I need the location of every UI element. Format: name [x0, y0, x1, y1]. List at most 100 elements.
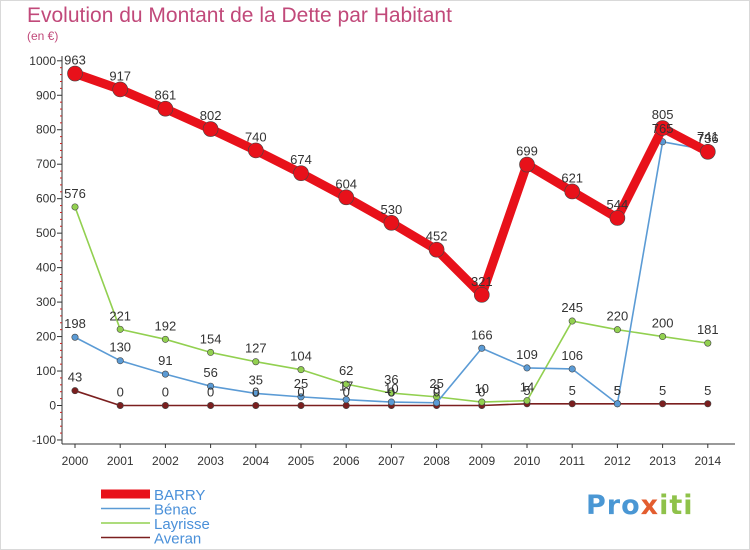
data-point — [252, 358, 260, 366]
data-label: 14 — [520, 380, 534, 395]
data-label: 805 — [652, 107, 674, 122]
data-point — [116, 401, 124, 409]
data-label: 452 — [426, 229, 448, 244]
legend-label: Averan — [154, 531, 201, 548]
y-tick-label: 400 — [36, 261, 56, 275]
x-tick-label: 2006 — [333, 454, 360, 468]
data-label: 604 — [335, 176, 357, 191]
data-point — [659, 333, 667, 341]
data-point — [67, 65, 83, 82]
data-label: 861 — [155, 88, 177, 103]
data-point — [202, 121, 219, 137]
data-label: 5 — [659, 383, 666, 398]
data-point — [207, 348, 215, 356]
unit-label: (en €) — [27, 29, 59, 43]
data-point — [157, 100, 174, 117]
series-layrisse — [71, 203, 712, 406]
data-point — [568, 317, 576, 325]
data-point — [473, 287, 490, 303]
data-point — [297, 366, 305, 374]
data-point — [478, 344, 486, 352]
data-point — [252, 389, 260, 397]
data-label: 221 — [109, 308, 131, 323]
legend-label: Layrisse — [154, 516, 210, 533]
data-point — [293, 165, 309, 181]
x-tick-label: 2011 — [559, 454, 585, 468]
data-label: 674 — [290, 152, 312, 167]
data-label: 321 — [471, 274, 493, 289]
data-label: 0 — [343, 385, 350, 400]
data-label: 0 — [162, 385, 169, 400]
data-point — [523, 364, 531, 372]
x-tick-label: 2007 — [378, 454, 405, 468]
y-tick-label: 300 — [36, 295, 56, 309]
x-tick-label: 2003 — [197, 454, 224, 468]
data-point — [71, 333, 79, 341]
data-label: 0 — [207, 385, 214, 400]
data-label: 621 — [561, 170, 583, 185]
legend-label: BARRY — [154, 487, 205, 504]
x-tick-label: 2010 — [514, 454, 541, 468]
data-label: 35 — [249, 372, 263, 387]
legend-label: Bénac — [154, 502, 197, 519]
data-point — [383, 215, 400, 231]
data-point — [699, 144, 716, 160]
y-tick-label: 900 — [36, 88, 56, 102]
data-point — [568, 365, 576, 373]
y-tick-label: 0 — [49, 399, 56, 413]
data-label: 181 — [697, 322, 719, 337]
data-point — [71, 387, 79, 395]
x-tick-label: 2001 — [107, 454, 134, 468]
data-point — [248, 142, 264, 159]
x-tick-label: 2014 — [694, 454, 721, 468]
data-label: 56 — [203, 365, 217, 380]
data-point — [342, 396, 350, 404]
data-label: 0 — [478, 385, 485, 400]
data-label: 91 — [158, 353, 172, 368]
data-point — [428, 241, 445, 258]
x-tick-label: 2000 — [62, 454, 89, 468]
data-label: 154 — [200, 331, 222, 346]
data-point — [609, 210, 626, 226]
data-label: 5 — [614, 383, 621, 398]
data-point — [478, 398, 486, 406]
data-label: 0 — [388, 385, 395, 400]
data-label: 166 — [471, 327, 493, 342]
data-point — [71, 203, 79, 211]
y-tick-label: 600 — [36, 192, 56, 206]
data-point — [207, 401, 215, 409]
data-label: 25 — [429, 376, 443, 391]
data-point — [519, 156, 535, 173]
data-point — [112, 81, 128, 98]
data-label: 802 — [200, 108, 222, 123]
data-label: 740 — [245, 129, 267, 144]
y-tick-label: 500 — [36, 226, 56, 240]
data-point — [523, 397, 531, 405]
data-label: 544 — [607, 197, 629, 212]
data-label: 17 — [339, 379, 353, 394]
data-point — [613, 326, 621, 334]
x-tick-label: 2002 — [152, 454, 179, 468]
x-tick-label: 2005 — [288, 454, 315, 468]
data-point — [297, 401, 305, 409]
data-label: 104 — [290, 349, 312, 364]
x-tick-label: 2013 — [649, 454, 676, 468]
data-point — [659, 400, 667, 408]
y-tick-label: 200 — [36, 330, 56, 344]
data-label: 0 — [433, 385, 440, 400]
data-label: 5 — [704, 383, 711, 398]
y-tick-label: -100 — [32, 433, 56, 447]
data-label: 43 — [68, 370, 82, 385]
y-tick-label: 700 — [36, 157, 56, 171]
data-point — [207, 382, 215, 390]
data-label: 741 — [697, 129, 719, 144]
data-label: 198 — [64, 316, 86, 331]
data-label: 576 — [64, 186, 86, 201]
data-point — [568, 400, 576, 408]
data-label: 245 — [561, 300, 583, 315]
data-label: 36 — [384, 372, 398, 387]
data-label: 963 — [64, 53, 86, 68]
proxiti-logo: Proxiti — [586, 490, 694, 521]
